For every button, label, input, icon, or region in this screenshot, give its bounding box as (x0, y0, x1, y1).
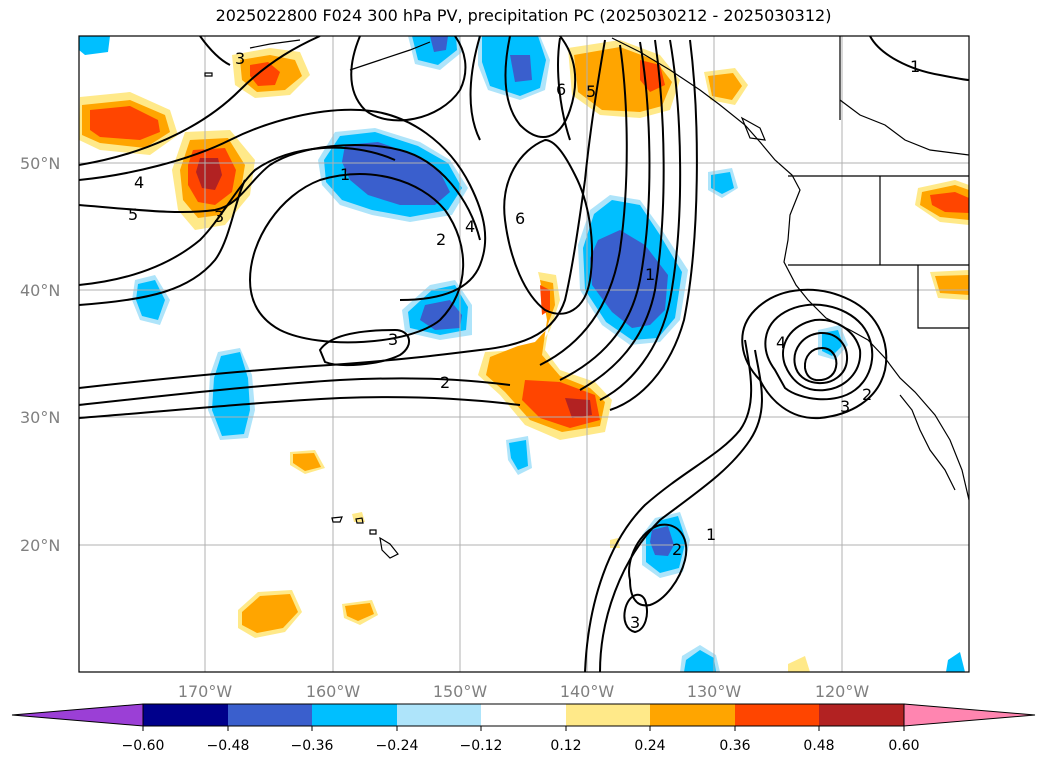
colorbar: −0.60 −0.48 −0.36 −0.24 −0.12 0.12 0.24 … (11, 703, 1036, 754)
colorbar-segment (228, 704, 312, 726)
contour-label: 2 (436, 230, 446, 249)
lat-tick-labels: 50°N 40°N 30°N 20°N (20, 154, 60, 555)
colorbar-tick-label: −0.48 (207, 738, 250, 754)
colorbar-segment (566, 704, 650, 726)
coastlines (204, 36, 969, 559)
colorbar-tick-label: 0.24 (634, 738, 665, 754)
lon-tick-label: 170°W (178, 682, 233, 701)
pv-contour-labels: 4 5 3 1 2 4 3 2 6 6 5 1 1 2 3 1 4 3 2 3 (128, 49, 920, 632)
contour-label: 1 (340, 165, 350, 184)
contour-label: 2 (672, 540, 682, 559)
contour-label: 4 (134, 173, 144, 192)
colorbar-segment (481, 704, 566, 726)
map-panel: 4 5 3 1 2 4 3 2 6 6 5 1 1 2 3 1 4 3 2 3 (79, 36, 969, 672)
contour-label: 3 (214, 207, 224, 226)
lon-tick-label: 120°W (815, 682, 870, 701)
colorbar-tick-label: 0.36 (719, 738, 750, 754)
lon-tick-label: 160°W (306, 682, 361, 701)
contour-label: 3 (840, 397, 850, 416)
lat-tick-label: 20°N (20, 536, 60, 555)
precip-negative-anomalies (79, 36, 965, 672)
contour-label: 3 (388, 330, 398, 349)
colorbar-tick-label: −0.12 (460, 738, 503, 754)
colorbar-tick-label: 0.12 (550, 738, 581, 754)
colorbar-tick-label: −0.24 (376, 738, 419, 754)
contour-label: 4 (465, 217, 475, 236)
colorbar-tick-label: −0.36 (291, 738, 334, 754)
contour-label: 1 (706, 525, 716, 544)
colorbar-segment (143, 704, 228, 726)
contour-label: 2 (862, 385, 872, 404)
colorbar-tick-label: 0.60 (888, 738, 919, 754)
lon-tick-label: 140°W (560, 682, 615, 701)
contour-label: 1 (910, 57, 920, 76)
contour-label: 1 (645, 265, 655, 284)
contour-label: 6 (556, 80, 566, 99)
colorbar-segment (312, 704, 397, 726)
lon-tick-label: 150°W (433, 682, 488, 701)
lat-tick-label: 50°N (20, 154, 60, 173)
contour-label: 2 (440, 373, 450, 392)
lat-tick-label: 30°N (20, 408, 60, 427)
colorbar-segment (650, 704, 735, 726)
colorbar-tick-label: −0.60 (122, 738, 165, 754)
contour-label: 4 (776, 333, 786, 352)
lat-tick-label: 40°N (20, 281, 60, 300)
colorbar-tick-label: 0.48 (803, 738, 834, 754)
colorbar-extend-high (903, 703, 1036, 727)
lon-tick-label: 130°W (687, 682, 742, 701)
map-frame (78, 35, 970, 673)
map-title: 2025022800 F024 300 hPa PV, precipitatio… (215, 6, 832, 25)
lon-tick-labels: 170°W 160°W 150°W 140°W 130°W 120°W (178, 682, 870, 701)
contour-label: 5 (128, 205, 138, 224)
colorbar-segment (397, 704, 481, 726)
colorbar-extend-low (11, 703, 144, 727)
contour-label: 3 (235, 49, 245, 68)
colorbar-segment (735, 704, 819, 726)
contour-label: 5 (586, 82, 596, 101)
colorbar-segment (819, 704, 904, 726)
pv-contours (79, 36, 969, 672)
contour-label: 6 (515, 209, 525, 228)
contour-label: 3 (630, 613, 640, 632)
